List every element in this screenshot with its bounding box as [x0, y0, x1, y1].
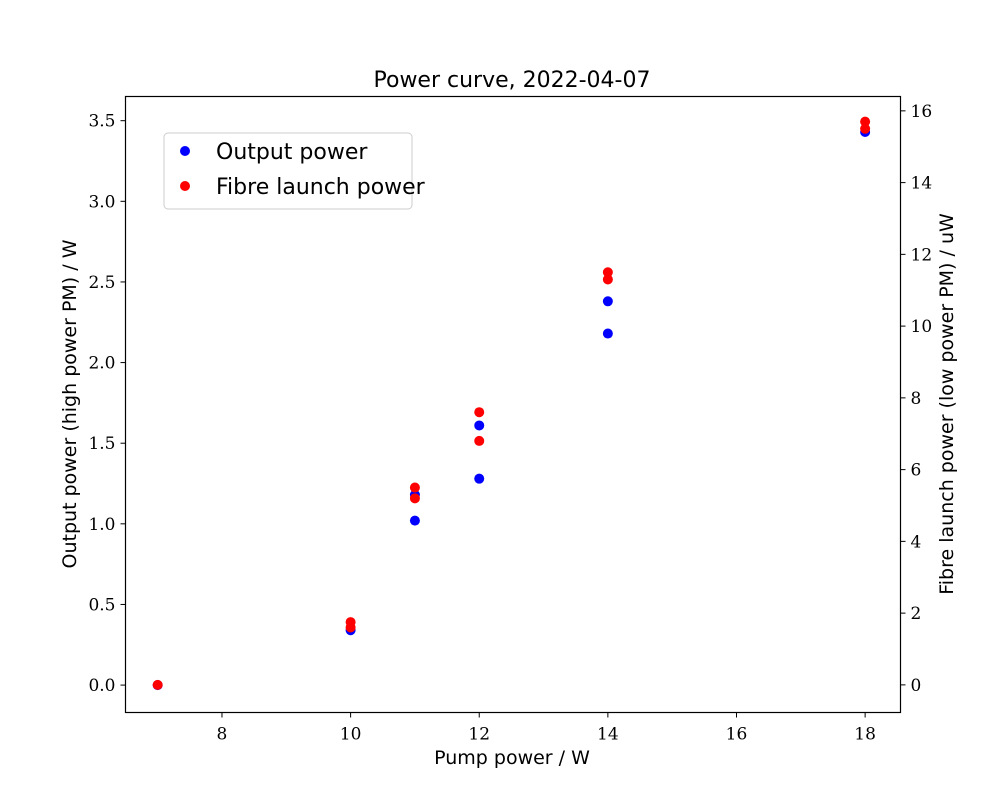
x-axis: 8 10 12 14 16 18 — [217, 712, 876, 745]
data-point-fibre-launch-power — [860, 116, 871, 127]
y-tick-label: 1.5 — [88, 434, 115, 454]
y-tick-label: 3.0 — [88, 192, 115, 212]
data-point-fibre-launch-power — [409, 493, 420, 504]
data-point-output-power — [602, 328, 613, 339]
plot-area-frame — [124, 95, 902, 714]
data-point-fibre-launch-power — [474, 407, 485, 418]
data-point-fibre-launch-power — [602, 274, 613, 285]
y-tick-label: 3.5 — [88, 112, 115, 132]
data-point-fibre-launch-power — [602, 267, 613, 278]
data-point-fibre-launch-power — [474, 435, 485, 446]
y-tick-label: 0.5 — [88, 595, 115, 615]
y2-tick-label: 8 — [911, 389, 922, 409]
y2-tick-label: 6 — [911, 461, 922, 481]
x-axis-label: Pump power / W — [434, 747, 590, 769]
y2-tick-label: 12 — [911, 245, 933, 265]
data-point-fibre-launch-power — [409, 482, 420, 493]
y-axis-left: 0.0 0.5 1.0 1.5 2.0 2.5 3.0 3.5 — [88, 112, 126, 696]
y2-tick-label: 16 — [911, 102, 933, 122]
chart-title: Power curve, 2022-04-07 — [374, 68, 651, 93]
y2-tick-label: 2 — [911, 604, 922, 624]
y-tick-label: 0.0 — [88, 676, 115, 696]
legend-marker-output-power — [180, 146, 190, 156]
x-tick-label: 18 — [854, 725, 876, 745]
data-point-output-power — [602, 296, 613, 307]
y-tick-label: 2.0 — [88, 354, 115, 374]
x-tick-label: 14 — [597, 725, 619, 745]
y-axis-right: 0 2 4 6 8 10 12 14 16 — [900, 102, 933, 696]
legend-label-output-power: Output power — [216, 140, 368, 165]
y2-tick-label: 10 — [911, 317, 933, 337]
y-tick-label: 1.0 — [88, 515, 115, 535]
data-points — [152, 116, 871, 691]
data-point-output-power — [474, 420, 485, 431]
x-tick-label: 8 — [217, 725, 228, 745]
data-point-fibre-launch-power — [152, 679, 163, 690]
y2-tick-label: 4 — [911, 532, 922, 552]
legend-box — [163, 132, 413, 210]
y2-tick-label: 14 — [911, 174, 933, 194]
legend-label-fibre-launch-power: Fibre launch power — [216, 175, 426, 200]
y-axis-label-right: Fibre launch power (low power PM) / uW — [936, 213, 958, 595]
x-tick-label: 12 — [468, 725, 490, 745]
legend-marker-fibre-launch-power — [180, 181, 190, 191]
x-tick-label: 16 — [726, 725, 748, 745]
data-point-fibre-launch-power — [345, 617, 356, 628]
y2-tick-label: 0 — [911, 676, 922, 696]
x-tick-label: 10 — [340, 725, 362, 745]
data-point-output-power — [409, 515, 420, 526]
legend: Output power Fibre launch power — [163, 132, 426, 210]
data-point-fibre-launch-power — [860, 123, 871, 134]
y-axis-label-left: Output power (high power PM) / W — [59, 239, 81, 568]
y-tick-label: 2.5 — [88, 273, 115, 293]
data-point-output-power — [474, 473, 485, 484]
